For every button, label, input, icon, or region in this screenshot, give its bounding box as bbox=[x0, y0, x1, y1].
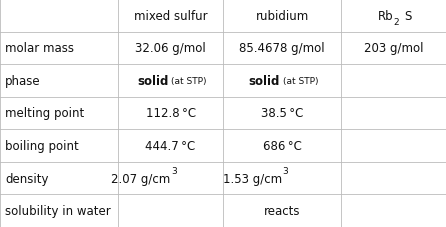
Text: (at STP): (at STP) bbox=[283, 76, 318, 86]
Text: (at STP): (at STP) bbox=[171, 76, 207, 86]
Text: 1.53 g/cm: 1.53 g/cm bbox=[223, 172, 282, 185]
Text: S: S bbox=[405, 10, 412, 23]
Text: mixed sulfur: mixed sulfur bbox=[134, 10, 207, 23]
Text: 112.8 °C: 112.8 °C bbox=[145, 107, 196, 120]
Text: 32.06 g/mol: 32.06 g/mol bbox=[135, 42, 206, 55]
Text: molar mass: molar mass bbox=[5, 42, 74, 55]
Text: solubility in water: solubility in water bbox=[5, 204, 111, 217]
Text: 686 °C: 686 °C bbox=[263, 139, 301, 152]
Text: 3: 3 bbox=[283, 167, 288, 176]
Text: 85.4678 g/mol: 85.4678 g/mol bbox=[240, 42, 325, 55]
Text: 203 g/mol: 203 g/mol bbox=[364, 42, 423, 55]
Text: melting point: melting point bbox=[5, 107, 85, 120]
Text: phase: phase bbox=[5, 75, 41, 88]
Text: 38.5 °C: 38.5 °C bbox=[261, 107, 303, 120]
Text: 2: 2 bbox=[394, 17, 399, 27]
Text: solid: solid bbox=[137, 75, 169, 88]
Text: reacts: reacts bbox=[264, 204, 300, 217]
Text: 444.7 °C: 444.7 °C bbox=[145, 139, 196, 152]
Text: rubidium: rubidium bbox=[256, 10, 309, 23]
Text: solid: solid bbox=[248, 75, 280, 88]
Text: boiling point: boiling point bbox=[5, 139, 79, 152]
Text: 2.07 g/cm: 2.07 g/cm bbox=[112, 172, 170, 185]
Text: 3: 3 bbox=[171, 167, 177, 176]
Text: Rb: Rb bbox=[378, 10, 394, 23]
Text: density: density bbox=[5, 172, 49, 185]
